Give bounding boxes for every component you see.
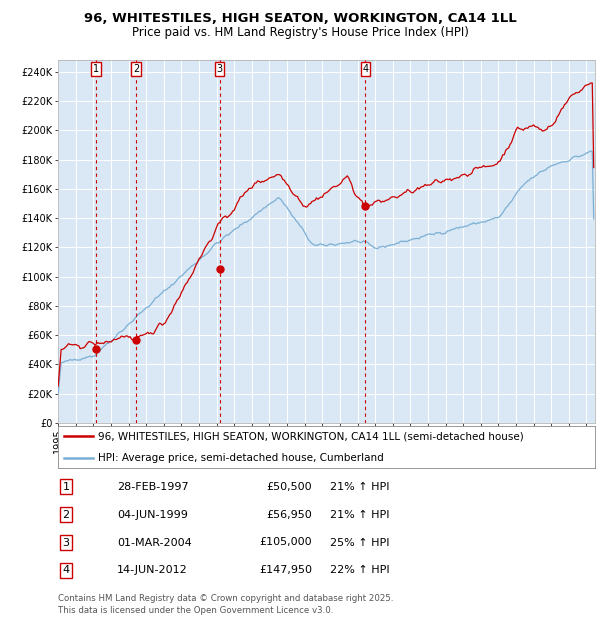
Text: £147,950: £147,950	[259, 565, 312, 575]
Text: 4: 4	[362, 64, 368, 74]
Text: 96, WHITESTILES, HIGH SEATON, WORKINGTON, CA14 1LL (semi-detached house): 96, WHITESTILES, HIGH SEATON, WORKINGTON…	[98, 432, 524, 441]
Text: 22% ↑ HPI: 22% ↑ HPI	[330, 565, 389, 575]
Text: 01-MAR-2004: 01-MAR-2004	[117, 538, 192, 547]
Text: 3: 3	[62, 538, 70, 547]
Text: 2: 2	[133, 64, 139, 74]
Text: 04-JUN-1999: 04-JUN-1999	[117, 510, 188, 520]
Text: 2: 2	[62, 510, 70, 520]
Text: 96, WHITESTILES, HIGH SEATON, WORKINGTON, CA14 1LL: 96, WHITESTILES, HIGH SEATON, WORKINGTON…	[83, 12, 517, 25]
Text: £56,950: £56,950	[266, 510, 312, 520]
Text: 14-JUN-2012: 14-JUN-2012	[117, 565, 188, 575]
Text: Price paid vs. HM Land Registry's House Price Index (HPI): Price paid vs. HM Land Registry's House …	[131, 26, 469, 39]
Text: 21% ↑ HPI: 21% ↑ HPI	[330, 482, 389, 492]
Text: 21% ↑ HPI: 21% ↑ HPI	[330, 510, 389, 520]
Text: 3: 3	[217, 64, 223, 74]
Text: £50,500: £50,500	[266, 482, 312, 492]
Text: Contains HM Land Registry data © Crown copyright and database right 2025.
This d: Contains HM Land Registry data © Crown c…	[58, 594, 394, 615]
Text: HPI: Average price, semi-detached house, Cumberland: HPI: Average price, semi-detached house,…	[98, 453, 384, 463]
Text: 1: 1	[93, 64, 99, 74]
Text: 1: 1	[62, 482, 70, 492]
Text: £105,000: £105,000	[259, 538, 312, 547]
Text: 25% ↑ HPI: 25% ↑ HPI	[330, 538, 389, 547]
Text: 28-FEB-1997: 28-FEB-1997	[117, 482, 188, 492]
Text: 4: 4	[62, 565, 70, 575]
